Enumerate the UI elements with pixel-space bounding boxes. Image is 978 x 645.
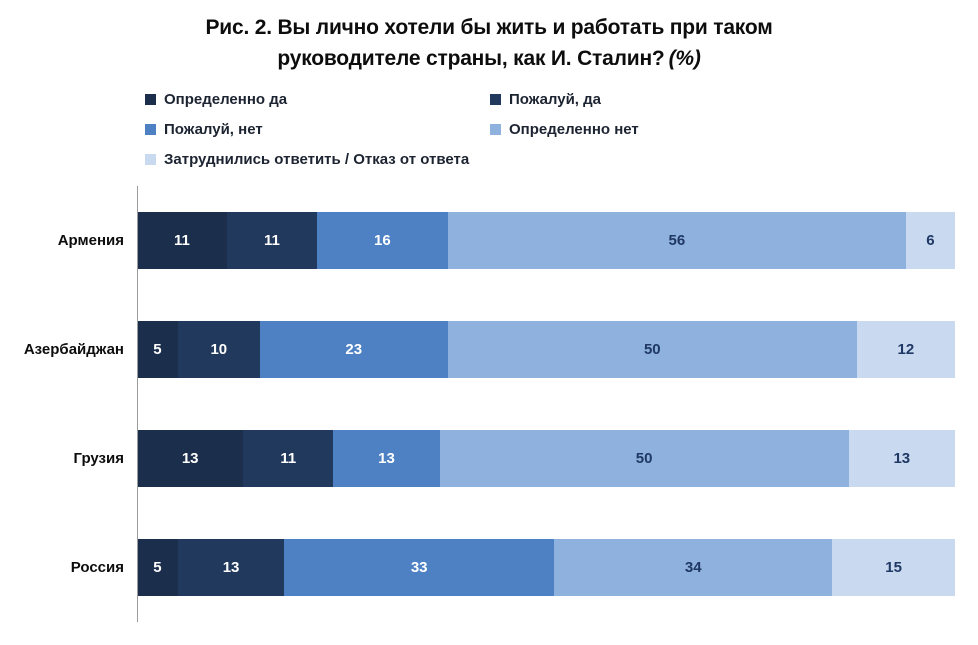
percent-suffix: (%)	[668, 47, 701, 70]
legend-label: Определенно нет	[509, 121, 639, 138]
legend-item: Определенно да	[145, 90, 490, 109]
bar-row: Россия 5 13 33 34 15	[0, 513, 978, 622]
stacked-bar-chart: Армения 11 11 16 56 6 Азербайджан 5 10 23 50 12 Груз…	[0, 186, 978, 622]
bar-track: 11 11 16 56 6	[137, 212, 955, 269]
category-label: Грузия	[73, 450, 124, 467]
bar-segment: 11	[243, 430, 334, 487]
category-label: Россия	[70, 559, 124, 576]
legend-swatch-icon	[145, 94, 156, 105]
legend-label: Пожалуй, нет	[164, 121, 263, 138]
bar-segment: 6	[905, 212, 955, 269]
bar-segment: 10	[177, 321, 260, 378]
legend-label: Затруднились ответить / Отказ от ответа	[164, 151, 470, 168]
bar-track: 13 11 13 50 13	[137, 430, 955, 487]
bar-segment: 13	[137, 430, 244, 487]
legend-item: Определенно нет	[490, 120, 845, 139]
bar-segment: 50	[439, 430, 849, 487]
bar-segment: 11	[226, 212, 317, 269]
bar-segment: 56	[447, 212, 906, 269]
bar-segment: 33	[284, 539, 555, 596]
bar-row: Азербайджан 5 10 23 50 12	[0, 295, 978, 404]
legend-swatch-icon	[490, 124, 501, 135]
bar-segment: 12	[856, 321, 955, 378]
legend-label: Пожалуй, да	[509, 91, 601, 108]
bar-segment: 5	[137, 321, 178, 378]
bar-segment: 50	[447, 321, 857, 378]
bar-segment: 15	[832, 539, 955, 596]
category-label: Азербайджан	[23, 341, 124, 358]
chart-title-line2: руководителе страны, как И. Сталин? (%)	[277, 47, 701, 70]
legend-swatch-icon	[145, 124, 156, 135]
y-axis-line	[137, 186, 138, 622]
bar-row: Грузия 13 11 13 50 13	[0, 404, 978, 513]
legend-item: Затруднились ответить / Отказ от ответа	[145, 150, 845, 169]
category-label: Армения	[57, 232, 124, 249]
legend: Определенно да Пожалуй, да Пожалуй, нет Опр…	[145, 90, 845, 169]
legend-item: Пожалуй, нет	[145, 120, 490, 139]
bar-rows: Армения 11 11 16 56 6 Азербайджан 5 10 23 50 12 Груз…	[0, 186, 978, 622]
bar-segment: 23	[259, 321, 448, 378]
legend-swatch-icon	[490, 94, 501, 105]
bar-track: 5 10 23 50 12	[137, 321, 955, 378]
bar-row: Армения 11 11 16 56 6	[0, 186, 978, 295]
legend-item: Пожалуй, да	[490, 90, 845, 109]
bar-segment: 13	[333, 430, 440, 487]
bar-segment: 11	[137, 212, 227, 269]
chart-title: Рис. 2. Вы лично хотели бы жить и работа…	[0, 12, 978, 74]
bar-segment: 16	[316, 212, 448, 269]
bar-segment: 5	[137, 539, 178, 596]
legend-label: Определенно да	[164, 91, 288, 108]
chart-title-line1: Рис. 2. Вы лично хотели бы жить и работа…	[205, 16, 773, 39]
legend-swatch-icon	[145, 154, 156, 165]
bar-segment: 13	[177, 539, 285, 596]
bar-segment: 34	[554, 539, 833, 596]
bar-segment: 13	[848, 430, 955, 487]
bar-track: 5 13 33 34 15	[137, 539, 955, 596]
